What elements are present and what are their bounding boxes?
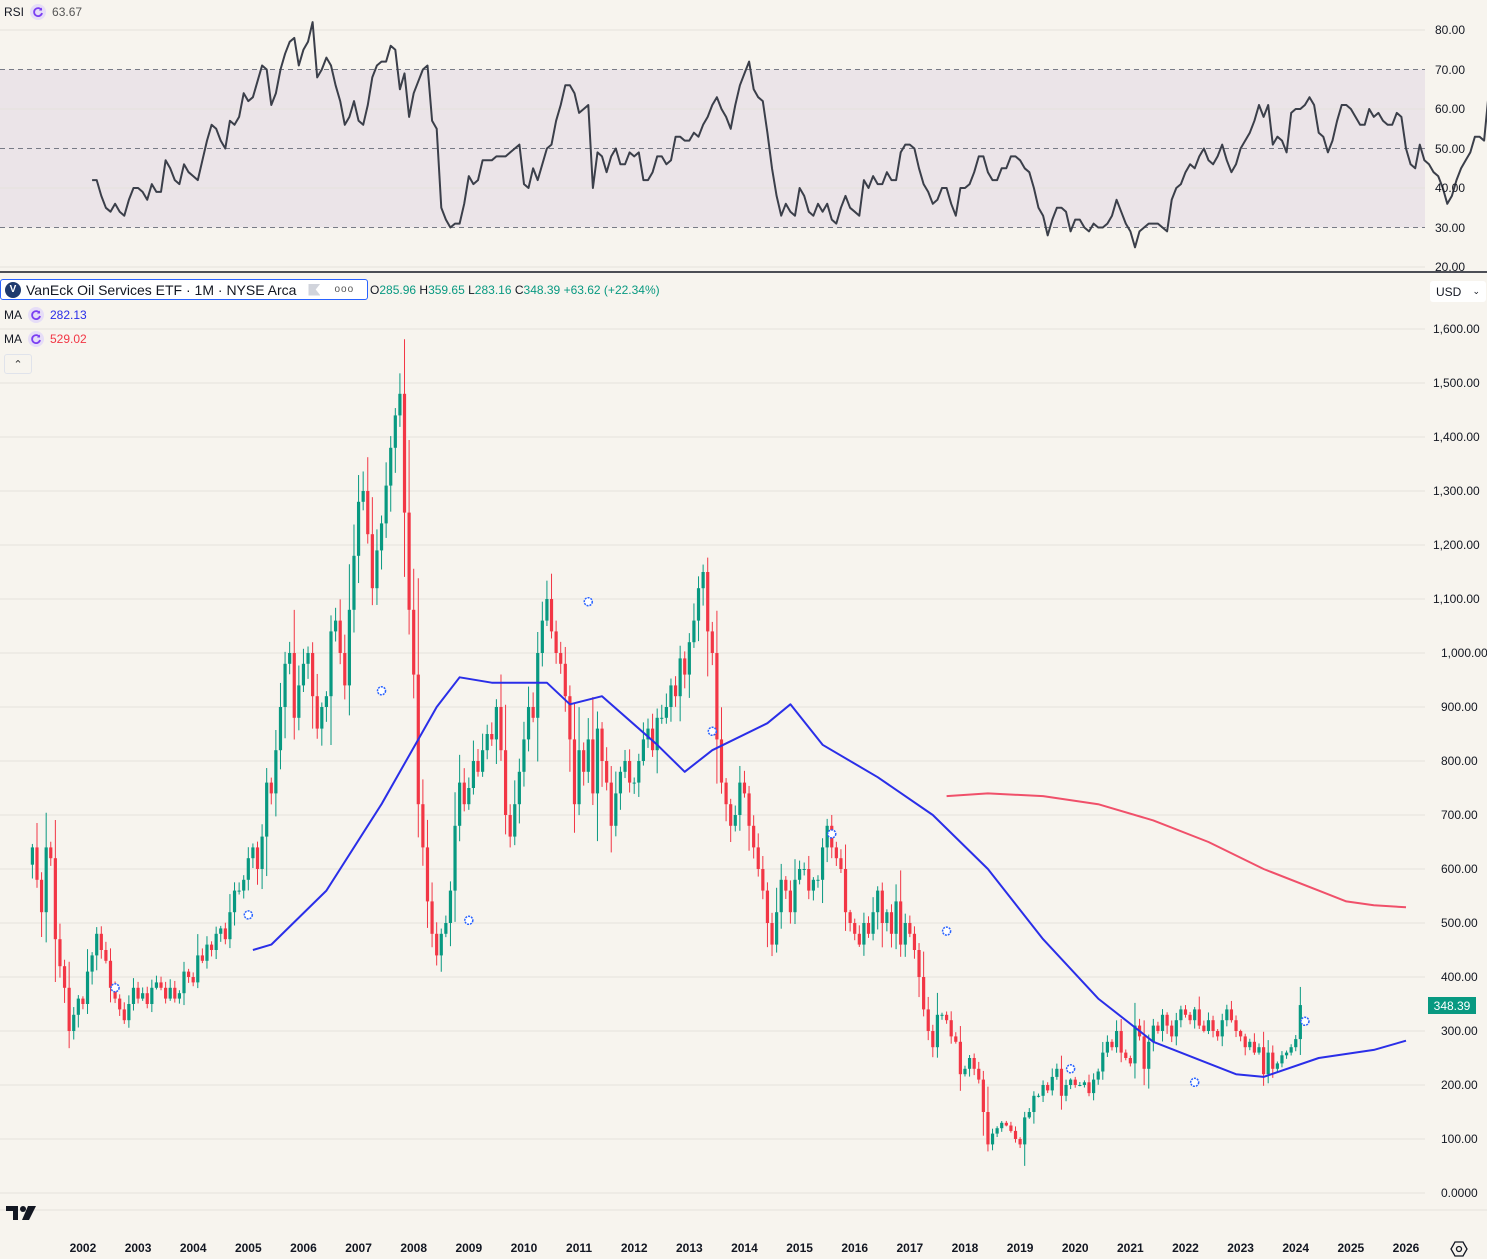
currency-select[interactable]: USD ⌄ [1430,281,1486,302]
time-axis-label: 2025 [1337,1241,1365,1255]
time-axis-label: 2022 [1172,1241,1199,1255]
time-axis-label: 2024 [1282,1241,1310,1255]
time-axis-label: 2007 [345,1241,372,1255]
time-axis-label: 2010 [510,1241,538,1255]
time-axis-label: 2004 [179,1241,207,1255]
time-axis-label: 2002 [69,1241,97,1255]
vaneck-logo-icon: V [5,281,21,298]
time-axis-label: 2013 [675,1241,703,1255]
tradingview-logo-icon[interactable] [6,1204,38,1222]
open-value: 285.96 [379,283,417,297]
change-value: +63.62 (+22.34%) [563,283,660,297]
price-axis-label: 300.00 [1441,1024,1478,1038]
time-axis-label: 2023 [1227,1241,1254,1255]
ma-fast-value: 282.13 [50,308,87,322]
rsi-axis-label: 40.00 [1435,181,1466,195]
time-axis-label: 2014 [731,1241,758,1255]
time-axis-label: 2008 [400,1241,428,1255]
currency-label: USD [1436,284,1462,299]
settings-icon[interactable] [1450,1240,1468,1258]
price-axis-label: 700.00 [1441,808,1478,822]
rsi-value: 63.67 [52,5,83,19]
time-axis-label: 2005 [234,1241,262,1255]
time-axis-label: 2018 [951,1241,979,1255]
time-axis-label: 2020 [1061,1241,1089,1255]
ma-label: MA [4,308,22,322]
time-axis-label: 2026 [1392,1241,1420,1255]
rsi-axis-label: 50.00 [1435,141,1466,156]
price-axis-label: 600.00 [1441,862,1478,876]
chevron-down-icon: ⌄ [1472,286,1480,296]
collapse-legend-button[interactable]: ⌃ [4,354,32,374]
price-axis-label: 100.00 [1441,1132,1478,1146]
time-axis-label: 2016 [841,1241,869,1255]
chevron-up-icon: ⌃ [13,358,23,371]
low-value: 283.16 [474,283,512,297]
price-axis-label: 0.0000 [1441,1186,1478,1200]
time-axis-label: 2006 [290,1241,317,1255]
indicator-refresh-icon[interactable] [28,331,44,347]
rsi-axis-label: 70.00 [1435,62,1466,77]
ma-label: MA [4,332,22,346]
time-axis-label: 2011 [566,1241,593,1255]
time-axis-label: 2012 [620,1241,648,1255]
ohlc-values: O285.96 H359.65 L283.16 C348.39 +63.62 (… [370,283,660,297]
more-options-icon[interactable]: ooo [334,284,355,295]
rsi-axis-label: 80.00 [1435,23,1466,37]
ma-slow-value: 529.02 [50,332,87,346]
price-axis-label: 1,500.00 [1433,376,1480,390]
ma-slow-legend[interactable]: MA 529.02 [4,331,87,347]
time-axis-label: 2015 [786,1241,813,1255]
price-axis-label: 800.00 [1441,754,1478,768]
price-axis-label: 1,300.00 [1433,484,1480,498]
rsi-axis-label: 60.00 [1435,102,1466,116]
last-price-label: 348.39 [1428,997,1476,1014]
price-axis-label: 400.00 [1441,970,1478,984]
time-axis-label: 2017 [896,1241,924,1255]
price-axis-label: 1,600.00 [1433,322,1480,336]
time-axis-label: 2019 [1006,1241,1034,1255]
symbol-title-box[interactable]: V VanEck Oil Services ETF · 1M · NYSE Ar… [0,279,368,300]
price-axis-label: 200.00 [1441,1078,1478,1092]
symbol-title: VanEck Oil Services ETF · 1M · NYSE Arca [26,281,297,298]
close-value: 348.39 [523,283,561,297]
price-axis-label: 1,200.00 [1433,538,1480,552]
ma-fast-legend[interactable]: MA 282.13 [4,307,87,323]
time-axis-label: 2021 [1117,1241,1144,1255]
rsi-legend[interactable]: RSI 63.67 [4,4,82,20]
rsi-axis-label: 20.00 [1435,260,1466,274]
price-axis-label: 1,000.00 [1441,646,1487,660]
price-axis-label: 1,100.00 [1433,592,1480,606]
flag-icon[interactable] [308,283,321,296]
rsi-axis-label: 30.00 [1435,220,1466,235]
rsi-label: RSI [4,5,25,19]
time-axis-label: 2009 [455,1241,483,1255]
price-axis-label: 500.00 [1441,916,1478,930]
indicator-refresh-icon[interactable] [30,4,47,20]
high-value: 359.65 [428,283,465,297]
price-axis-label: 900.00 [1441,700,1478,714]
indicator-refresh-icon[interactable] [28,307,44,323]
price-axis-label: 1,400.00 [1433,430,1480,444]
time-axis-label: 2003 [124,1241,152,1255]
